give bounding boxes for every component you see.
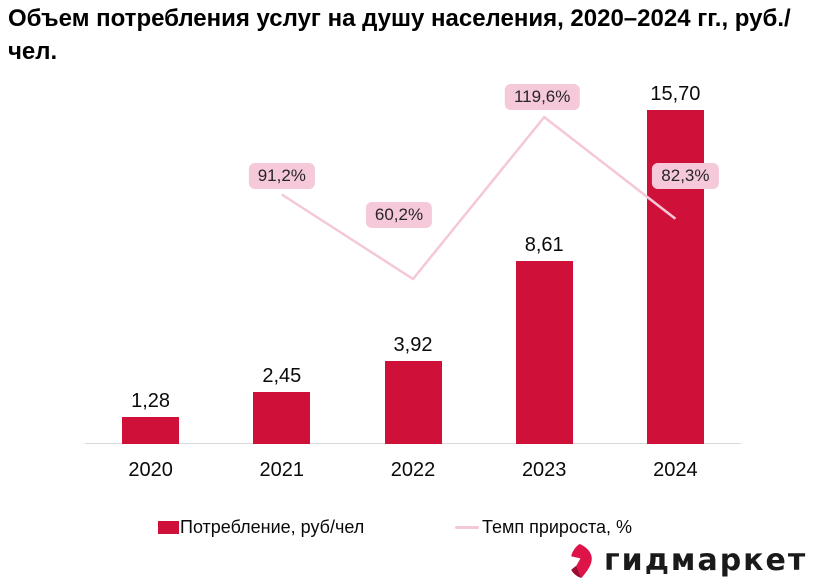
legend-item-growth: Темп прироста, %	[455, 517, 632, 538]
bar-value-label-2023: 8,61	[524, 234, 564, 256]
bar-swatch	[158, 521, 179, 534]
x-axis-label-2021: 2021	[259, 459, 305, 481]
x-axis-label-2023: 2023	[521, 459, 567, 481]
growth-label-2024: 82,3%	[652, 162, 719, 189]
x-axis-label-2020: 2020	[128, 459, 173, 481]
bar-2023	[515, 261, 573, 444]
gidmarket-logo: гидмаркет	[568, 541, 807, 581]
bar-2021	[253, 392, 311, 444]
growth-label-2022: 60,2%	[365, 202, 433, 228]
bar-value-label-2024: 15,70	[650, 83, 701, 105]
bar-2020	[122, 417, 180, 444]
bar-value-label-2021: 2,45	[262, 365, 302, 387]
x-axis-label-2022: 2022	[390, 459, 436, 481]
bar-2022	[384, 361, 442, 444]
chart-title: Объем потребления услуг на душу населени…	[8, 5, 791, 65]
legend-item-consumption: Потребление, руб/чел	[158, 517, 364, 538]
gidmarket-logo-icon	[571, 543, 592, 578]
growth-label-2021: 91,2%	[248, 162, 315, 189]
legend-label-consumption: Потребление, руб/чел	[180, 517, 365, 537]
gidmarket-logo-text: гидмаркет	[604, 543, 808, 578]
bar-value-label-2020: 1,28	[131, 390, 171, 412]
bar-value-label-2022: 3,92	[393, 334, 433, 356]
x-axis-label-2024: 2024	[653, 459, 698, 481]
legend-label-growth: Темп прироста, %	[482, 517, 633, 537]
growth-label-2023: 119,6%	[504, 84, 580, 111]
bar-2024	[646, 110, 704, 444]
growth-line-path	[281, 115, 677, 281]
line-swatch	[455, 526, 479, 529]
